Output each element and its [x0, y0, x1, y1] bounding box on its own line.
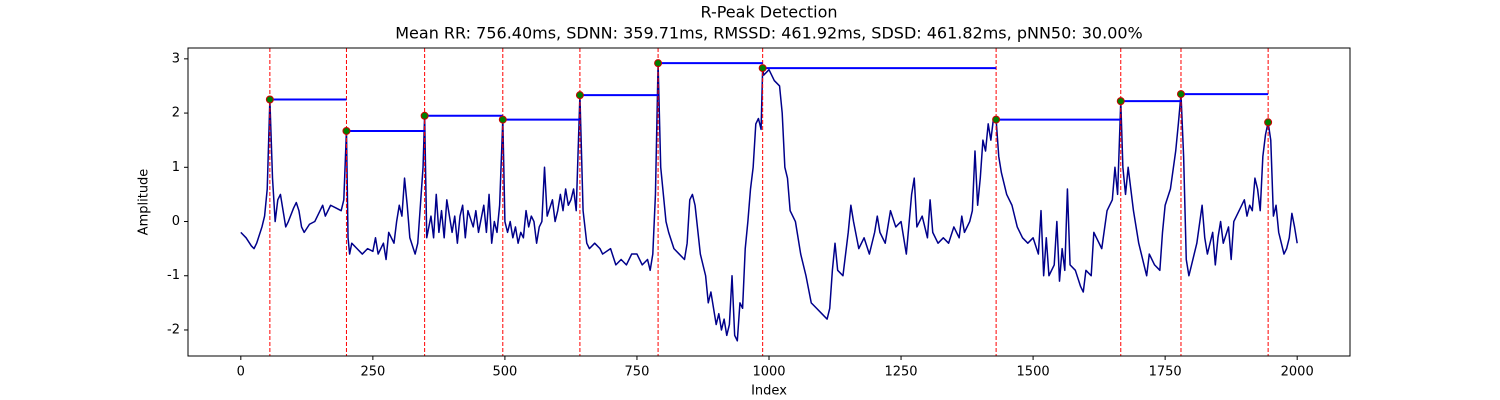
- r-peak: [1264, 118, 1273, 127]
- r-peak: [758, 64, 767, 73]
- x-tick-label: 1500: [1017, 365, 1050, 380]
- r-peak: [265, 95, 274, 104]
- r-peak: [1116, 97, 1125, 106]
- y-tick-label: -2: [167, 322, 180, 337]
- r-peak: [498, 115, 507, 124]
- r-peak: [1176, 90, 1185, 99]
- x-tick-label: 500: [492, 365, 517, 380]
- chart-title: R-Peak Detection: [700, 3, 837, 22]
- x-axis-label: Index: [751, 384, 787, 399]
- y-tick-label: 0: [172, 214, 180, 229]
- x-tick-label: 750: [625, 365, 650, 380]
- x-tick-label: 1000: [752, 365, 785, 380]
- r-peak: [420, 111, 429, 120]
- y-tick-label: 3: [172, 51, 180, 66]
- axes-frame: [187, 47, 1351, 357]
- y-axis-label: Amplitude: [137, 169, 152, 236]
- y-tick-label: 2: [172, 106, 180, 121]
- r-peak: [992, 115, 1001, 124]
- x-tick-label: 0: [237, 365, 245, 380]
- r-peak: [654, 59, 663, 68]
- x-tick-label: 2000: [1281, 365, 1314, 380]
- x-tick-label: 1250: [884, 365, 917, 380]
- y-tick-label: 1: [172, 160, 180, 175]
- r-peak: [342, 126, 351, 135]
- chart-subtitle: Mean RR: 756.40ms, SDNN: 359.71ms, RMSSD…: [395, 24, 1143, 43]
- x-tick-label: 1750: [1149, 365, 1182, 380]
- x-tick-label: 250: [360, 365, 385, 380]
- signal-line: [240, 62, 1298, 342]
- y-tick-label: -1: [167, 268, 180, 283]
- r-peak: [575, 91, 584, 100]
- plot-area: [240, 48, 1298, 356]
